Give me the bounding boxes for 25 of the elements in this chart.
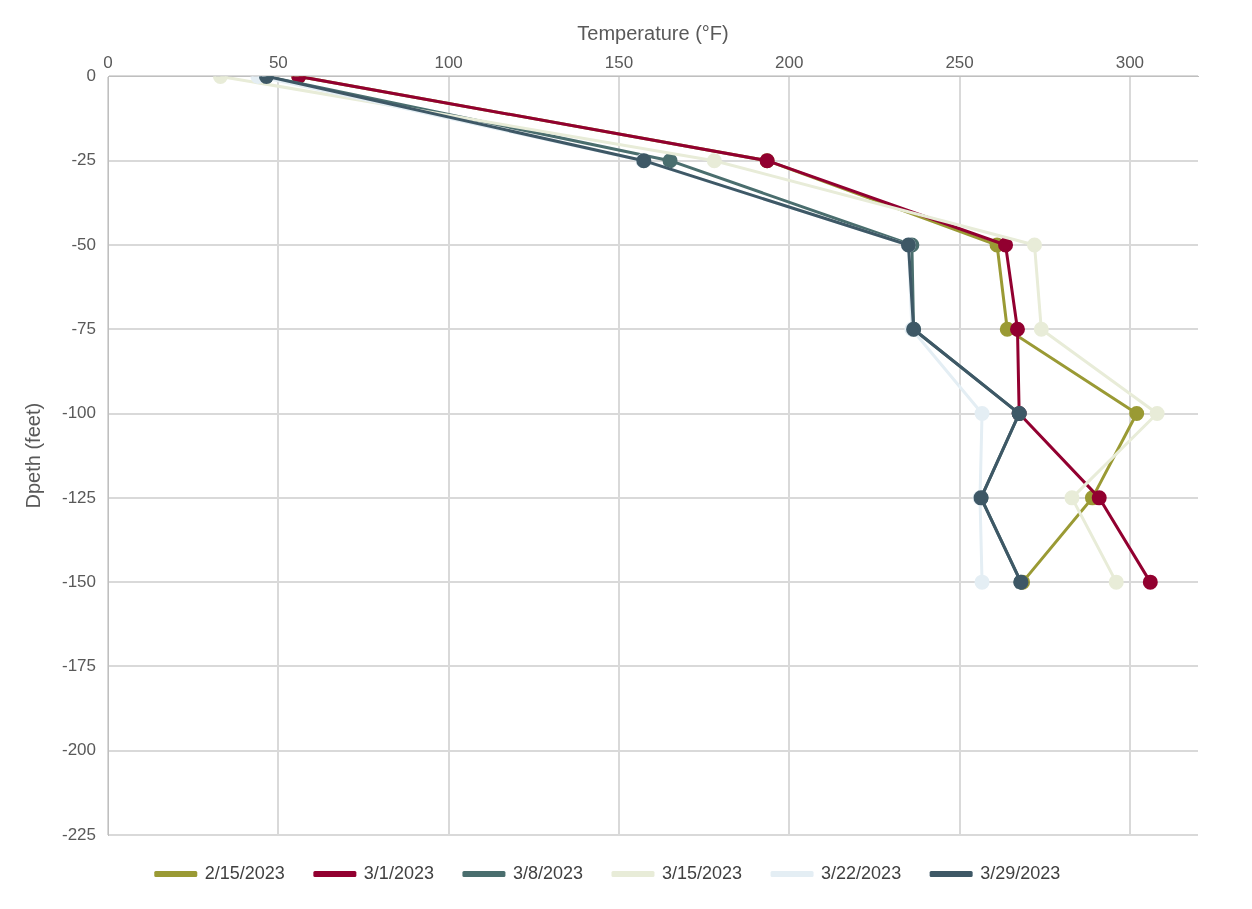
x-tick-label: 200: [775, 52, 804, 72]
legend-label: 3/1/2023: [363, 862, 434, 883]
y-axis-title: Dpeth (feet): [21, 402, 44, 509]
y-tick-label: 0: [86, 66, 97, 86]
y-tick-label: -175: [61, 656, 97, 676]
x-tick-label: 300: [1115, 52, 1145, 72]
y-tick-label: -225: [61, 824, 97, 844]
legend-label: 2/15/2023: [204, 862, 285, 883]
y-tick-label: -150: [61, 571, 97, 591]
y-tick-label: -200: [61, 740, 97, 760]
y-tick-label: -50: [71, 234, 97, 254]
x-tick-label: 150: [604, 52, 634, 72]
x-tick-label: 50: [268, 52, 288, 72]
legend-label: 3/15/2023: [661, 862, 743, 883]
y-tick-label: -25: [71, 150, 97, 170]
legend-label: 3/29/2023: [980, 862, 1061, 883]
y-tick-label: -75: [71, 318, 97, 338]
x-tick-label: 250: [945, 52, 974, 72]
x-axis-title: Temperature (°F): [577, 21, 729, 44]
y-tick-label: -125: [61, 487, 97, 507]
legend-label: 3/8/2023: [512, 862, 583, 883]
y-tick-label: -100: [61, 403, 97, 423]
x-tick-label: 0: [103, 52, 113, 72]
x-tick-label: 100: [434, 52, 463, 72]
legend-label: 3/22/2023: [821, 862, 902, 883]
